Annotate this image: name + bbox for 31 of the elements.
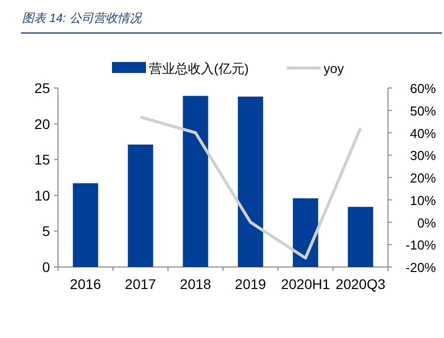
y2-tick-label: -20% — [406, 260, 436, 275]
y2-tick-label: 0% — [417, 215, 436, 230]
x-tick-label: 2019 — [234, 276, 266, 292]
y-tick-label: 25 — [34, 80, 50, 96]
y2-tick-label: -10% — [406, 238, 436, 253]
bar — [128, 144, 154, 267]
legend-label: yoy — [324, 61, 344, 76]
y-tick-label: 0 — [42, 259, 50, 275]
line-series — [139, 116, 362, 260]
y2-tick-label: 20% — [410, 170, 436, 186]
x-tick-label: 2017 — [124, 276, 156, 292]
x-tick-label: 2018 — [180, 276, 212, 292]
y-tick-label: 15 — [34, 152, 50, 168]
bar — [348, 206, 374, 267]
bar — [72, 183, 98, 267]
y-tick-label: 20 — [34, 116, 50, 132]
y-tick-label: 10 — [34, 187, 50, 204]
y2-tick-label: 50% — [410, 103, 436, 118]
x-tick-label: 2016 — [70, 276, 102, 292]
x-tick-label: 2020Q3 — [336, 276, 386, 292]
chart-title: 图表 14: 公司营收情况 — [22, 11, 142, 25]
y2-tick-label: 30% — [410, 148, 436, 164]
legend-label: 营业总收入(亿元) — [149, 61, 249, 76]
bar — [238, 96, 264, 267]
y2-tick-label: 60% — [410, 81, 436, 96]
y2-tick-label: 10% — [410, 192, 436, 208]
y-tick-label: 5 — [42, 223, 50, 240]
bar — [182, 96, 208, 267]
y2-tick-label: 40% — [410, 126, 436, 141]
x-tick-label: 2020H1 — [280, 276, 330, 292]
bar — [292, 198, 318, 267]
